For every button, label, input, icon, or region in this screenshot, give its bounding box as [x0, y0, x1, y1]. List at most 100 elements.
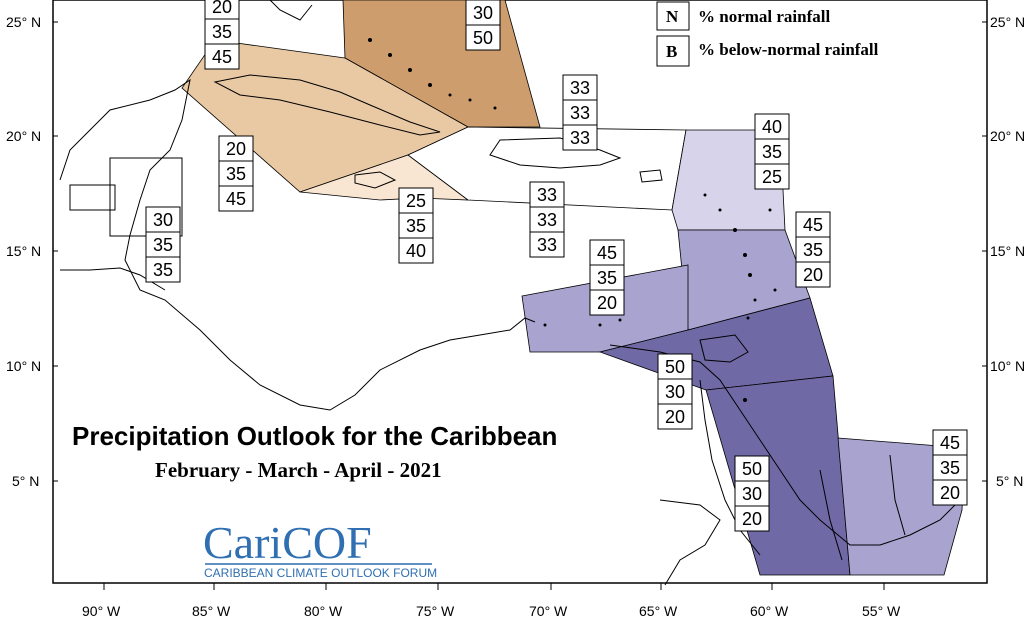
value-text: 45 — [803, 215, 823, 235]
value-cell — [932, 479, 968, 506]
lon-label-75: 75° W — [416, 603, 455, 619]
value-text: 30 — [473, 3, 493, 23]
lat-label-15: 15° N — [6, 243, 41, 259]
value-cell — [204, 18, 240, 45]
legend-key-box-b — [656, 35, 690, 67]
value-text: 20 — [212, 0, 232, 17]
value-cell — [754, 113, 790, 140]
value-stack-trinidad: 50 30 20 — [657, 353, 693, 430]
value-cell — [398, 187, 434, 214]
value-text: 30 — [153, 210, 173, 230]
lat-label-10: 10° N — [6, 358, 41, 374]
value-text: 33 — [537, 235, 557, 255]
lat-labels-left: 25° N 20° N 15° N 10° N 5° N — [6, 14, 41, 489]
lat-label-25: 25° N — [6, 14, 41, 30]
lat-ticks — [53, 21, 987, 482]
value-text: 50 — [665, 357, 685, 377]
value-cell — [734, 505, 770, 532]
caricof-logo: CariCOF CARIBBEAN CLIMATE OUTLOOK FORUM — [203, 517, 437, 580]
map-title: Precipitation Outlook for the Caribbean — [72, 421, 557, 451]
value-text: 20 — [742, 509, 762, 529]
value-cell — [465, 0, 501, 26]
value-cell — [562, 124, 598, 151]
value-text: 45 — [226, 189, 246, 209]
lat-label-25-right: 25° N — [990, 14, 1025, 30]
value-stack-windward-east: 45 35 20 — [795, 211, 831, 288]
value-text: 20 — [597, 293, 617, 313]
legend-text-b: % below-normal rainfall — [698, 40, 879, 59]
value-cell — [589, 239, 625, 266]
value-text: 35 — [940, 458, 960, 478]
legend-key-n: N — [666, 7, 679, 26]
value-text: 25 — [406, 191, 426, 211]
value-cell — [562, 74, 598, 101]
lon-ticks — [103, 583, 885, 590]
logo-wordmark: CariCOF — [203, 517, 372, 568]
lat-label-5: 5° N — [12, 473, 39, 489]
value-cell — [657, 403, 693, 430]
map-subtitle: February - March - April - 2021 — [155, 458, 442, 482]
islands — [368, 38, 777, 402]
value-text: 40 — [762, 117, 782, 137]
value-text: 20 — [665, 407, 685, 427]
value-cell — [529, 231, 565, 258]
value-text: 50 — [473, 28, 493, 48]
value-cell — [204, 43, 240, 70]
value-text: 40 — [406, 241, 426, 261]
lon-label-55: 55° W — [862, 603, 901, 619]
value-stack-french-guiana: 45 35 20 — [932, 429, 968, 506]
value-text: 35 — [406, 216, 426, 236]
value-cell — [589, 264, 625, 291]
value-text: 45 — [940, 433, 960, 453]
value-cell — [218, 160, 254, 187]
lat-label-20-right: 20° N — [990, 128, 1025, 144]
lat-label-20: 20° N — [6, 128, 41, 144]
value-stack-cuba: 20 35 45 — [204, 0, 240, 70]
value-text: 30 — [742, 484, 762, 504]
value-text: 35 — [762, 142, 782, 162]
value-text: 45 — [212, 47, 232, 67]
value-stack-west-cuba: 20 35 45 — [218, 135, 254, 212]
value-text: 33 — [570, 78, 590, 98]
lon-labels: 90° W 85° W 80° W 75° W 70° W 65° W 60° … — [82, 603, 901, 619]
value-text: 35 — [597, 268, 617, 288]
value-text: 33 — [537, 210, 557, 230]
value-text: 45 — [597, 243, 617, 263]
value-cell — [145, 206, 181, 233]
value-text: 35 — [212, 22, 232, 42]
value-text: 35 — [153, 235, 173, 255]
legend-text-n: % normal rainfall — [698, 7, 830, 26]
value-cell — [589, 289, 625, 316]
value-text: 33 — [570, 103, 590, 123]
value-text: 20 — [226, 139, 246, 159]
lon-label-80: 80° W — [304, 603, 343, 619]
value-text: 33 — [570, 128, 590, 148]
value-stack-belize: 30 35 35 — [145, 206, 181, 283]
value-cell — [562, 99, 598, 126]
value-cell — [795, 236, 831, 263]
lat-labels-right: 25° N 20° N 15° N 10° N 5° N — [990, 14, 1025, 489]
lat-label-5-right: 5° N — [996, 473, 1023, 489]
lon-label-85: 85° W — [192, 603, 231, 619]
lon-label-90: 90° W — [82, 603, 121, 619]
value-text: 35 — [803, 240, 823, 260]
value-stack-hispaniola-south: 33 33 33 — [529, 181, 565, 258]
value-cell — [145, 256, 181, 283]
value-cell — [657, 353, 693, 380]
value-text: 20 — [940, 483, 960, 503]
logo-tagline: CARIBBEAN CLIMATE OUTLOOK FORUM — [204, 566, 437, 580]
lon-label-65: 65° W — [639, 603, 678, 619]
probability-stacks: 3050203545203545333333403525453520253540… — [145, 0, 968, 532]
value-text: 30 — [665, 382, 685, 402]
lon-label-70: 70° W — [529, 603, 568, 619]
value-text: 20 — [803, 265, 823, 285]
value-stack-guyana: 50 30 20 — [734, 455, 770, 532]
value-cell — [398, 237, 434, 264]
value-cell — [218, 185, 254, 212]
lon-label-60: 60° W — [750, 603, 789, 619]
value-cell — [465, 24, 501, 51]
legend-key-b: B — [666, 42, 677, 61]
value-stack-jamaica: 25 35 40 — [398, 187, 434, 264]
